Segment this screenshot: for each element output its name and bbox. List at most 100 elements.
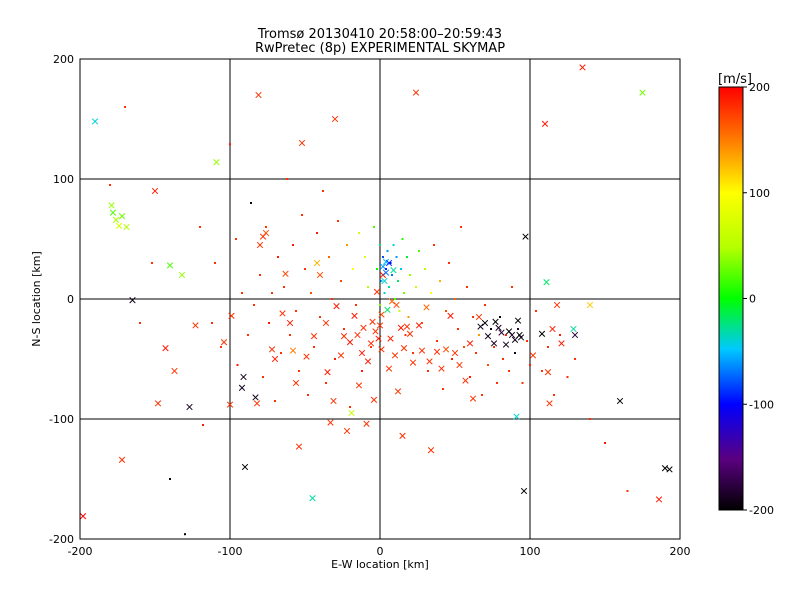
scatter-dot: [169, 478, 171, 480]
scatter-cross: [118, 213, 126, 220]
scatter-cross: [385, 259, 393, 267]
y-tick-label: 100: [53, 173, 74, 186]
scatter-dot: [589, 418, 591, 420]
scatter-dot: [406, 256, 408, 258]
scatter-dot: [566, 376, 569, 378]
scatter-cross: [451, 349, 459, 357]
scatter-dot: [346, 244, 348, 246]
scatter-dot: [511, 286, 513, 288]
scatter-dot: [379, 304, 381, 306]
scatter-dot: [407, 316, 410, 318]
scatter-dot: [274, 400, 276, 402]
scatter-cross: [310, 333, 318, 340]
x-axis-label: E-W location [km]: [331, 558, 429, 571]
scatter-cross: [433, 348, 441, 355]
scatter-dot: [469, 376, 471, 378]
scatter-cross: [462, 377, 469, 384]
scatter-cross: [502, 341, 510, 348]
scatter-cross: [303, 353, 310, 360]
scatter-dot: [331, 298, 333, 300]
chart-title: Tromsø 20130410 20:58:00–20:59:43: [257, 27, 502, 42]
scatter-dot: [386, 250, 389, 252]
scatter-dot: [352, 268, 354, 270]
scatter-cross: [289, 347, 297, 354]
scatter-cross: [286, 319, 294, 327]
scatter-dot: [463, 346, 465, 348]
scatter-cross: [91, 118, 99, 125]
scatter-dot: [409, 274, 411, 276]
scatter-cross: [340, 333, 348, 340]
scatter-dot: [139, 322, 141, 324]
scatter-dot: [367, 286, 369, 288]
scatter-dot: [574, 358, 576, 360]
scatter-cross: [355, 382, 363, 389]
scatter-cross: [490, 340, 498, 347]
scatter-cross: [541, 120, 549, 127]
scatter-cross: [409, 359, 417, 366]
scatter-cross: [337, 352, 345, 359]
scatter-cross: [364, 358, 372, 365]
scatter-dot: [436, 340, 438, 342]
scatter-dot: [268, 322, 270, 324]
scatter-dot: [472, 316, 474, 318]
scatter-dot: [361, 370, 363, 372]
scatter-dot: [236, 364, 239, 366]
scatter-cross: [162, 345, 169, 352]
colorbar-tick-label: -200: [749, 504, 774, 517]
scatter-dot: [280, 352, 282, 354]
scatter-dot: [304, 268, 306, 270]
scatter-cross: [475, 313, 483, 321]
scatter-dot: [325, 382, 327, 384]
scatter-dot: [253, 304, 255, 306]
scatter-dot: [199, 226, 201, 228]
scatter-dot: [229, 143, 231, 146]
scatter-cross: [544, 369, 552, 376]
colorbar: [718, 86, 744, 511]
scatter-cross: [426, 358, 433, 365]
scatter-cross: [252, 394, 259, 401]
scatter-cross: [639, 89, 646, 96]
scatter-cross: [655, 496, 663, 503]
y-axis-label: N-S location [km]: [30, 251, 43, 347]
scatter-dot: [400, 268, 402, 270]
scatter-dot: [382, 256, 384, 258]
scatter-cross: [513, 413, 520, 420]
scatter-dot: [514, 352, 516, 354]
scatter-dot: [553, 394, 555, 396]
x-tick-label: 0: [377, 545, 384, 558]
scatter-dot: [286, 178, 288, 180]
scatter-cross: [255, 91, 262, 99]
scatter-dot: [373, 226, 375, 228]
scatter-cross: [438, 365, 445, 372]
colorbar-ticks: -200 -100 0 100 200: [743, 81, 774, 517]
scatter-dot: [259, 274, 261, 276]
scatter-cross: [115, 222, 123, 229]
scatter-cross: [238, 384, 246, 391]
scatter-dot: [412, 352, 414, 354]
scatter-cross: [393, 301, 400, 309]
scatter-dot: [358, 232, 360, 234]
scatter-cross: [186, 403, 193, 411]
scatter-cross: [423, 304, 430, 311]
scatter-dot: [124, 106, 126, 108]
scatter-dot: [376, 268, 378, 270]
scatter-cross: [484, 333, 492, 340]
scatter-dot: [247, 334, 249, 336]
scatter-cross: [394, 388, 402, 395]
scatter-dot: [398, 310, 401, 312]
scatter-cross: [399, 432, 406, 439]
scatter-cross: [378, 311, 385, 318]
scatter-cross: [579, 64, 586, 71]
scatter-dot: [535, 310, 537, 312]
scatter-cross: [456, 361, 463, 369]
scatter-dot: [439, 280, 441, 282]
scatter-dot: [383, 292, 386, 294]
scatter-dot: [508, 370, 510, 372]
scatter-dot: [151, 262, 153, 264]
colorbar-label: [m/s]: [718, 72, 752, 87]
scatter-dot: [604, 442, 606, 444]
scatter-dot: [433, 244, 435, 246]
scatter-dot: [388, 286, 390, 288]
scatter-cross: [427, 447, 435, 454]
scatter-cross: [241, 463, 249, 471]
